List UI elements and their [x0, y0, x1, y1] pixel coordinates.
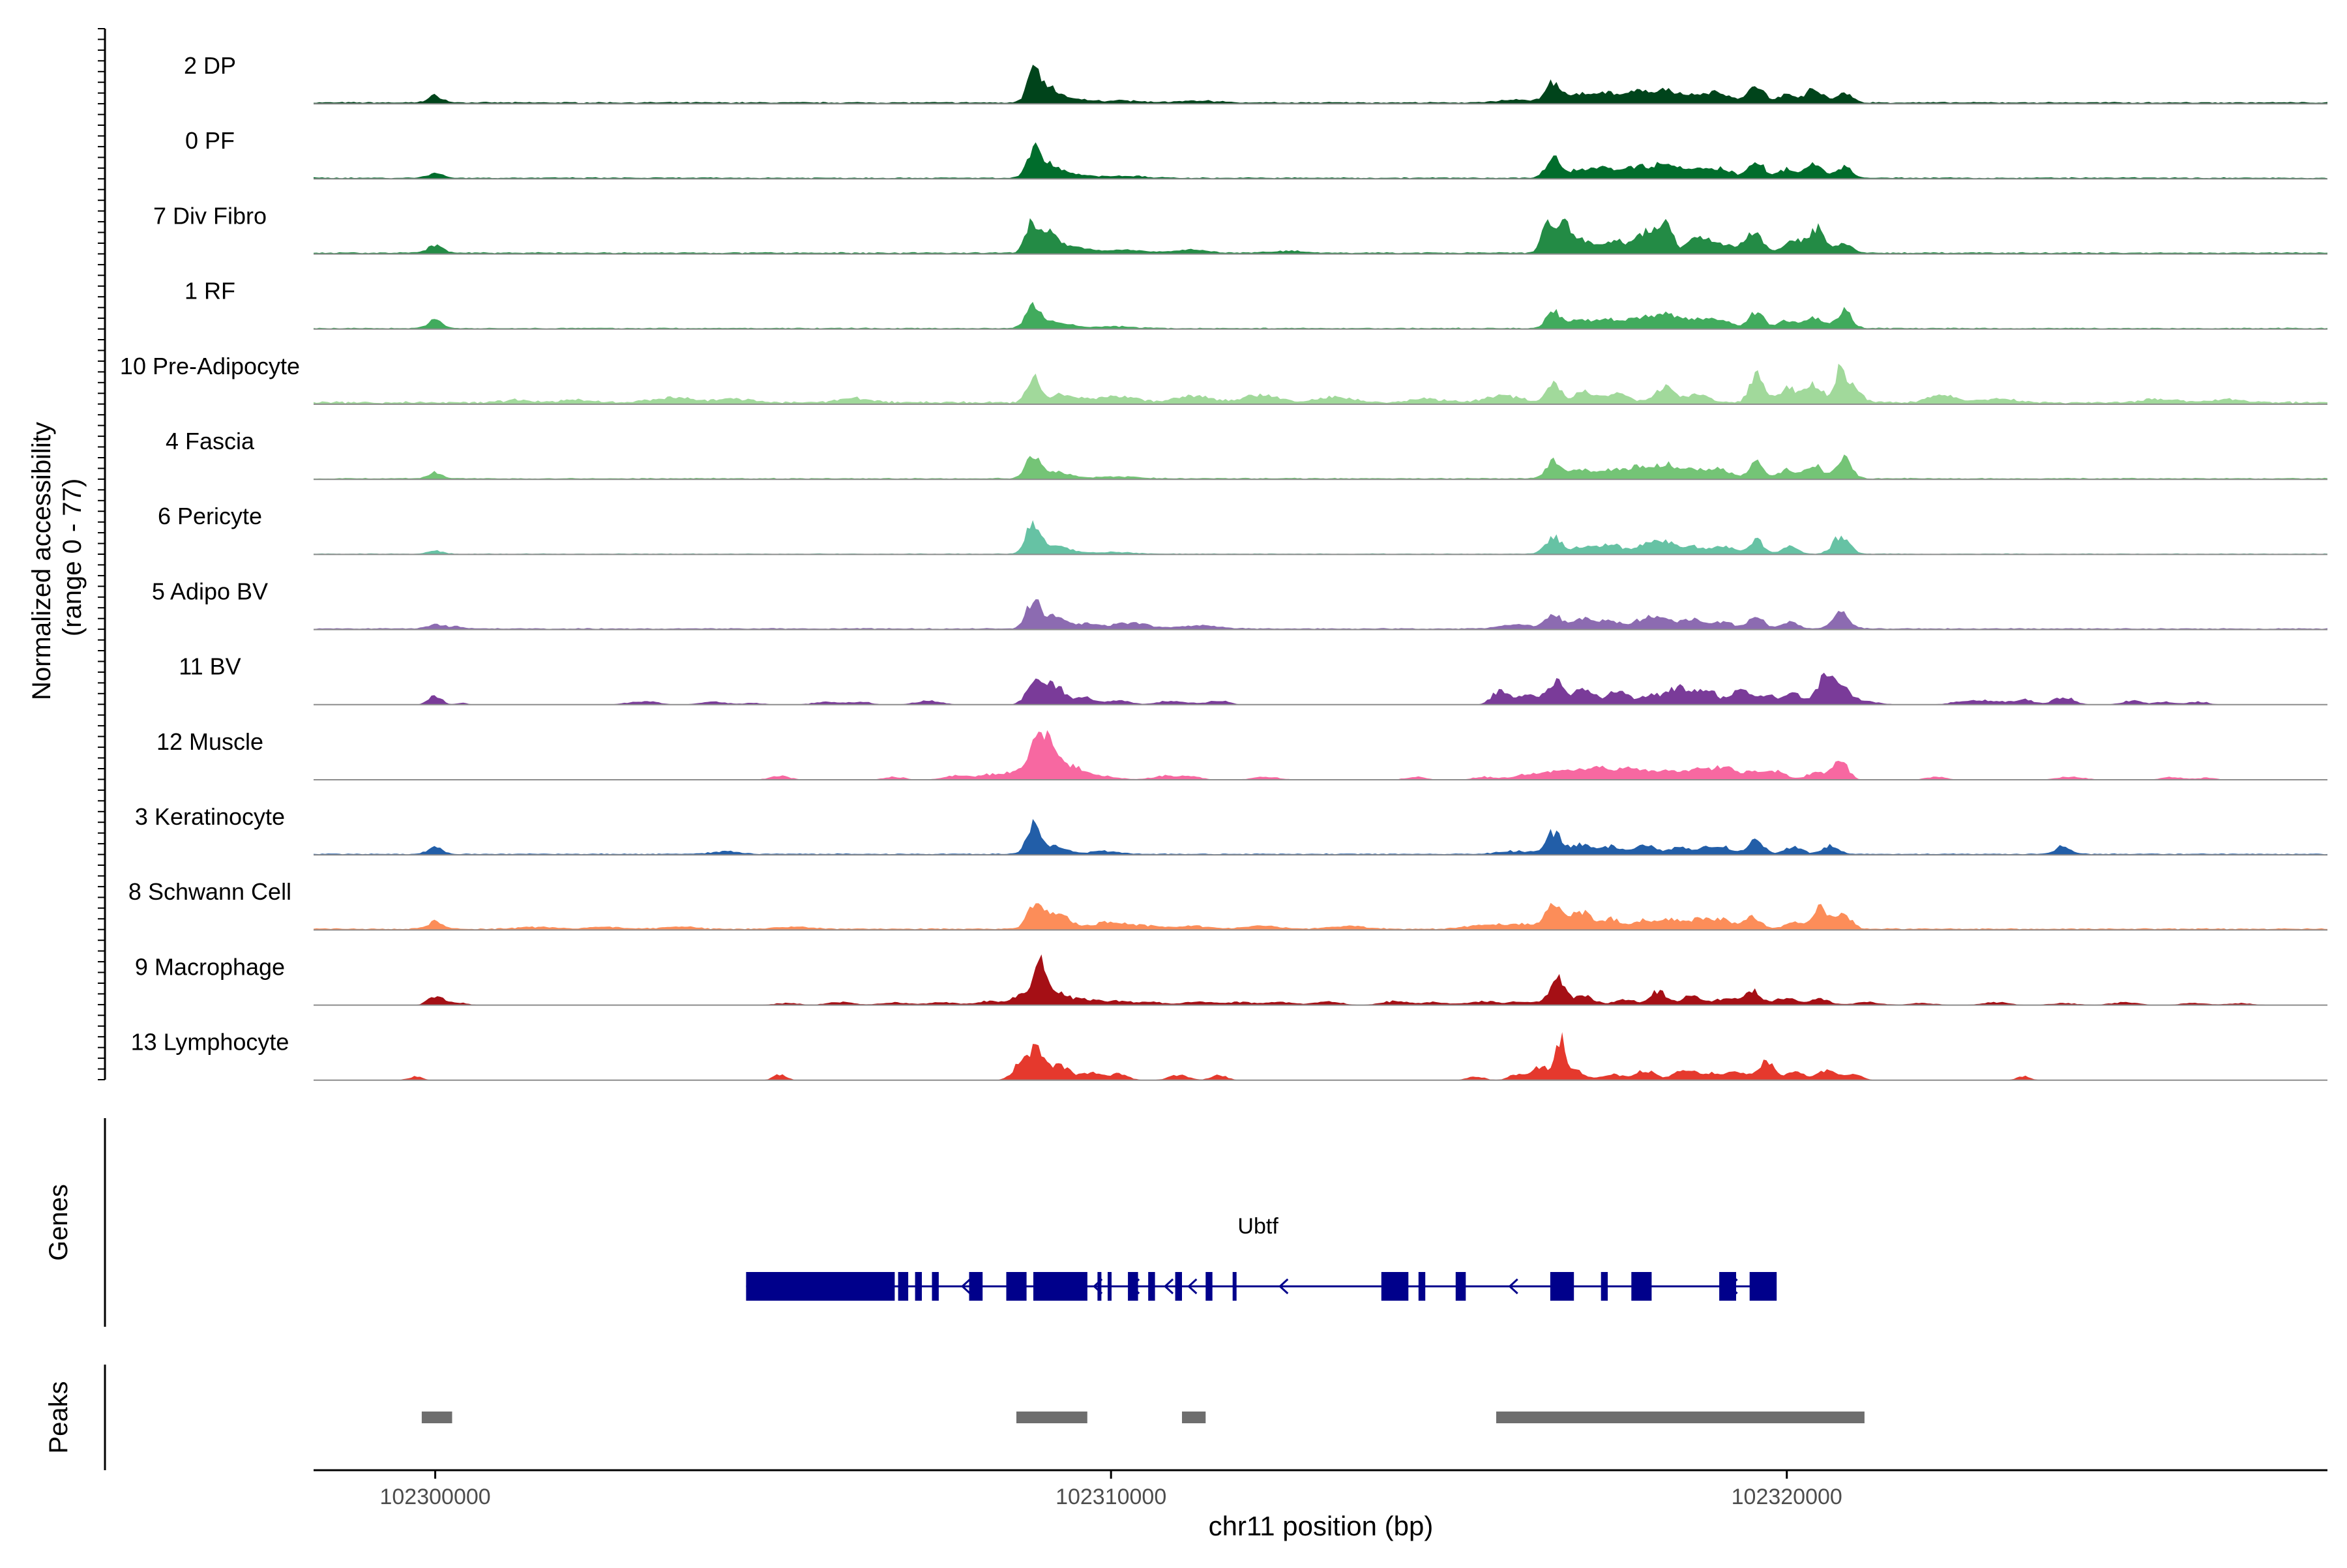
track-0-pf: 0 PF [185, 127, 2327, 180]
x-axis-ticks: 102300000 102310000 102320000 [379, 1470, 1842, 1509]
strand-arrow [1508, 1278, 1518, 1295]
coverage-area [314, 520, 2327, 555]
gene-exon [1006, 1272, 1027, 1301]
x-tick-label: 102320000 [1732, 1485, 1842, 1509]
gene-exon [932, 1272, 939, 1301]
track-label: 5 Adipo BV [152, 578, 268, 604]
gene-exon [1175, 1272, 1182, 1301]
coverage-area [314, 819, 2327, 855]
peak-region [1016, 1412, 1087, 1423]
track-4-fascia: 4 Fascia [166, 428, 2327, 481]
coverage-area [314, 363, 2327, 404]
strand-arrow [960, 1278, 971, 1295]
track-12-muscle: 12 Muscle [156, 728, 2327, 780]
track-7-div-fibro: 7 Div Fibro [153, 202, 2327, 255]
track-5-adipo-bv: 5 Adipo BV [152, 578, 2327, 630]
gene-exon [1097, 1272, 1102, 1301]
track-label: 1 RF [185, 278, 235, 304]
strand-arrow [1187, 1278, 1198, 1295]
coverage-ylabel-line1: Normalized accessibility [27, 422, 56, 700]
track-11-bv: 11 BV [179, 653, 2327, 705]
track-2-dp: 2 DP [184, 52, 2327, 105]
track-1-rf: 1 RF [185, 278, 2327, 330]
coverage-area [314, 218, 2327, 254]
track-label: 13 Lymphocyte [131, 1029, 289, 1056]
x-tick-label: 102310000 [1055, 1485, 1166, 1509]
peak-regions [421, 1412, 1865, 1423]
coverage-area [314, 142, 2327, 179]
track-10-pre-adipocyte: 10 Pre-Adipocyte [120, 353, 2327, 405]
gene-exon [969, 1272, 983, 1301]
track-6-pericyte: 6 Pericyte [158, 503, 2327, 555]
coverage-area [314, 902, 2327, 930]
strand-arrow [1093, 1278, 1103, 1295]
track-3-keratinocyte: 3 Keratinocyte [135, 803, 2327, 856]
x-axis-title: chr11 position (bp) [1209, 1511, 1434, 1541]
gene-track: Genes Ubtf [44, 1118, 1777, 1327]
gene-exon [746, 1272, 895, 1301]
gene-name-label: Ubtf [1237, 1214, 1278, 1239]
coverage-area [314, 730, 2327, 780]
coverage-tracks: 2 DP 0 PF 7 Div Fibro 1 RF 10 Pre-Adipocyte 4… [120, 52, 2327, 1081]
strand-arrow [1728, 1278, 1738, 1295]
gene-exon [1749, 1272, 1777, 1301]
x-tick-label: 102300000 [379, 1485, 490, 1509]
peak-region [1496, 1412, 1865, 1423]
track-8-schwann-cell: 8 Schwann Cell [128, 878, 2327, 931]
gene-exon [1205, 1272, 1213, 1301]
coverage-y-axis-ticks [98, 28, 105, 1080]
x-axis: 102300000 102310000 102320000 chr11 positi… [314, 1469, 2327, 1541]
gene-exon [1550, 1272, 1574, 1301]
coverage-ylabel: Normalized accessibility (range 0 - 77) [27, 415, 87, 700]
coverage-area [314, 302, 2327, 329]
coverage-area [314, 1032, 2327, 1080]
gene-exon [1148, 1272, 1155, 1301]
strand-arrow [1130, 1278, 1140, 1295]
track-label: 10 Pre-Adipocyte [120, 353, 300, 379]
track-13-lymphocyte: 13 Lymphocyte [131, 1029, 2327, 1081]
track-label: 7 Div Fibro [153, 202, 267, 229]
track-label: 2 DP [184, 52, 236, 79]
coverage-ylabel-line2: (range 0 - 77) [58, 479, 87, 636]
gene-exon [1455, 1272, 1466, 1301]
strand-arrow [1278, 1278, 1289, 1295]
track-label: 12 Muscle [156, 728, 263, 755]
gene-exon [1108, 1272, 1112, 1301]
gene-exon [915, 1272, 922, 1301]
gene-exon [898, 1272, 909, 1301]
track-label: 6 Pericyte [158, 503, 262, 529]
gene-exon [1033, 1272, 1087, 1301]
gene-model [746, 1272, 1777, 1301]
peak-track-label: Peaks [44, 1381, 73, 1453]
gene-exon [1381, 1272, 1409, 1301]
track-label: 0 PF [185, 127, 235, 154]
peak-region [1182, 1412, 1206, 1423]
gene-exon [1232, 1272, 1237, 1301]
peak-region [421, 1412, 452, 1423]
coverage-area [314, 454, 2327, 480]
strand-arrow [1163, 1278, 1174, 1295]
gene-exon [1601, 1272, 1608, 1301]
gene-exon [1719, 1272, 1736, 1301]
track-label: 9 Macrophage [135, 953, 285, 980]
coverage-area [314, 672, 2327, 705]
gene-exon [1631, 1272, 1652, 1301]
track-9-macrophage: 9 Macrophage [135, 953, 2327, 1006]
peak-track: Peaks [44, 1365, 1865, 1470]
track-label: 4 Fascia [166, 428, 255, 454]
gene-exon [1128, 1272, 1138, 1301]
gene-track-label: Genes [44, 1184, 73, 1261]
coverage-area [314, 599, 2327, 630]
coverage-area [314, 65, 2327, 104]
track-label: 8 Schwann Cell [128, 878, 291, 905]
coverage-area [314, 954, 2327, 1005]
track-label: 11 BV [179, 653, 241, 680]
track-label: 3 Keratinocyte [135, 803, 285, 830]
gene-exon [1418, 1272, 1426, 1301]
